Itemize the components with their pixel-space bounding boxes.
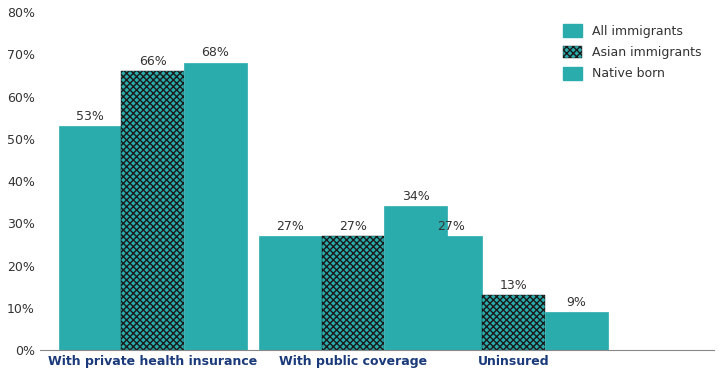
Bar <box>384 207 447 350</box>
Bar <box>58 126 121 350</box>
Text: 53%: 53% <box>76 110 104 123</box>
Text: 66%: 66% <box>138 55 167 68</box>
Bar <box>121 71 184 350</box>
Bar <box>482 295 545 350</box>
Text: 27%: 27% <box>437 220 465 232</box>
Legend: All immigrants, Asian immigrants, Native born: All immigrants, Asian immigrants, Native… <box>557 18 708 87</box>
Text: 9%: 9% <box>566 296 586 309</box>
Bar <box>545 312 608 350</box>
Text: 34%: 34% <box>402 190 430 203</box>
Text: 68%: 68% <box>201 46 229 59</box>
Bar <box>184 63 247 350</box>
Bar <box>259 236 322 350</box>
Text: 27%: 27% <box>339 220 367 232</box>
Text: 27%: 27% <box>277 220 304 232</box>
Text: 13%: 13% <box>500 279 527 292</box>
Bar <box>420 236 482 350</box>
Bar <box>322 236 384 350</box>
